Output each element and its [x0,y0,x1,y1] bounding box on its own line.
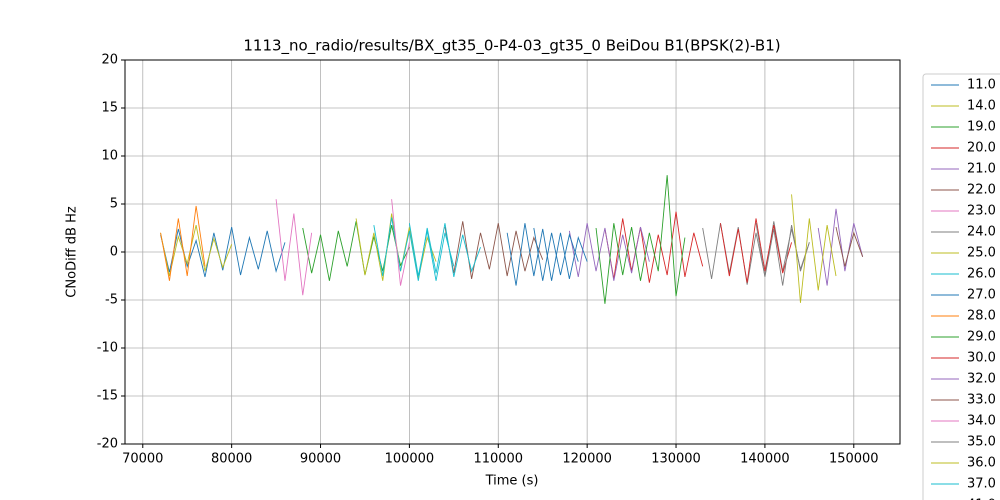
y-axis-label: CNoDiff dB Hz [65,206,80,298]
legend-label: 11.0 [967,78,996,93]
legend-label: 30.0 [967,351,996,366]
legend-label: 14.0 [967,99,996,114]
y-tick-label: -5 [105,293,118,308]
y-tick-label: 5 [110,197,118,212]
x-tick-label: 120000 [562,452,612,467]
x-tick-label: 100000 [385,452,435,467]
series-line [391,199,410,286]
legend-label: 27.0 [967,288,996,303]
legend-label: 35.0 [967,435,996,450]
chart-title: 1113_no_radio/results/BX_gt35_0-P4-03_gt… [243,37,780,56]
series-line [160,205,206,281]
legend-label: 22.0 [967,183,996,198]
legend-label: 20.0 [967,141,996,156]
x-tick-label: 110000 [473,452,523,467]
series-line [275,199,313,296]
x-tick-label: 150000 [829,452,879,467]
series-line [720,218,793,283]
legend-label: 26.0 [967,267,996,282]
x-tick-label: 130000 [651,452,701,467]
series-line [791,194,837,303]
y-tick-label: -20 [97,437,118,452]
legend-label: 37.0 [967,477,996,492]
series-line [444,221,544,279]
legend-label: 28.0 [967,309,996,324]
y-tick-label: 20 [101,53,118,68]
legend-label: 24.0 [967,225,996,240]
x-tick-label: 140000 [740,452,790,467]
legend-label: 19.0 [967,120,996,135]
legend-label: 21.0 [967,162,996,177]
y-tick-label: -15 [97,389,118,404]
x-tick-label: 90000 [300,452,341,467]
x-tick-label: 70000 [122,452,163,467]
legend-label: 23.0 [967,204,996,219]
y-tick-label: 15 [101,101,118,116]
legend-label: 33.0 [967,393,996,408]
series-line [755,223,810,286]
series-line [817,208,864,286]
series-line [595,175,686,304]
series-line [604,211,704,283]
legend-box [922,73,1000,500]
legend-label: 25.0 [967,246,996,261]
x-tick-label: 80000 [211,452,252,467]
y-tick-label: 10 [101,149,118,164]
legend-label: 29.0 [967,330,996,345]
legend-label: 41.0 [967,498,996,500]
legend-label: 34.0 [967,414,996,429]
series-line [373,217,481,281]
x-axis-label: Time (s) [485,474,539,489]
legend-label: 32.0 [967,372,996,387]
series-line [160,226,286,278]
series-line [835,226,864,267]
y-tick-label: -10 [97,341,118,356]
series-line [408,223,455,281]
legend-label: 36.0 [967,456,996,471]
series-line [702,221,810,285]
y-tick-label: 0 [110,245,118,260]
series-line [533,227,579,281]
plot-frame [124,59,901,445]
